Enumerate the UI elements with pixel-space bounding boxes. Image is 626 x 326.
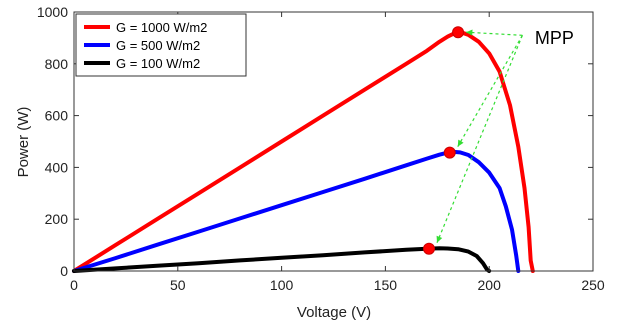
legend-entry-0: G = 1000 W/m2 bbox=[116, 20, 207, 35]
legend-entry-2: G = 100 W/m2 bbox=[116, 56, 200, 71]
mpp-marker-0 bbox=[452, 26, 465, 39]
annotation: MPP bbox=[436, 28, 574, 243]
mpp-arrow-head-2 bbox=[436, 235, 443, 243]
mpp-arrow-line-2 bbox=[436, 35, 523, 243]
x-tick-label-1: 50 bbox=[170, 277, 186, 293]
x-tick-label-5: 250 bbox=[581, 277, 605, 293]
series-line-2 bbox=[72, 246, 492, 273]
axes: 0 50 100 150 200 250 0 200 400 600 800 1000 bbox=[37, 4, 605, 293]
plot-area bbox=[72, 26, 535, 273]
y-axis-label: Power (W) bbox=[15, 107, 32, 178]
y-tick-label-0: 0 bbox=[60, 263, 68, 279]
y-tick-label-3: 600 bbox=[45, 108, 69, 124]
y-tick-label-4: 800 bbox=[45, 56, 69, 72]
x-tick-label-4: 200 bbox=[478, 277, 502, 293]
y-tick-label-2: 400 bbox=[45, 159, 69, 175]
mpp-arrow-head-1 bbox=[457, 139, 464, 147]
series-line-0 bbox=[72, 30, 535, 273]
mpp-marker-1 bbox=[443, 146, 456, 159]
mpp-annotation-text: MPP bbox=[535, 28, 574, 48]
y-tick-label-1: 200 bbox=[45, 211, 69, 227]
legend-entry-1: G = 500 W/m2 bbox=[116, 38, 200, 53]
mpp-marker-2 bbox=[422, 242, 435, 255]
legend: G = 1000 W/m2 G = 500 W/m2 G = 100 W/m2 bbox=[75, 13, 247, 77]
x-tick-label-3: 150 bbox=[374, 277, 398, 293]
x-axis-label: Voltage (V) bbox=[297, 304, 371, 321]
x-tick-label-0: 0 bbox=[70, 277, 78, 293]
mpp-arrow-head-0 bbox=[466, 29, 473, 36]
series-line-1 bbox=[72, 149, 521, 273]
x-tick-label-2: 100 bbox=[270, 277, 294, 293]
plot-frame bbox=[73, 11, 594, 272]
y-tick-label-5: 1000 bbox=[37, 4, 68, 20]
